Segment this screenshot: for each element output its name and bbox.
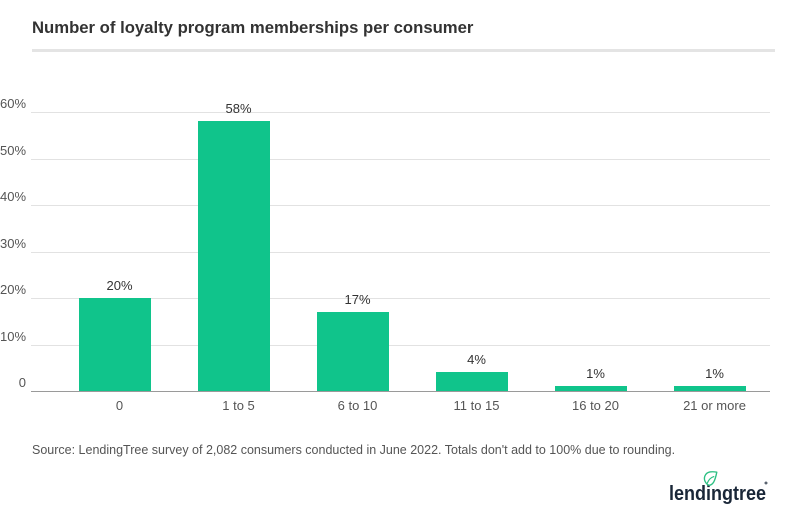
svg-text:lendingtree: lendingtree bbox=[669, 483, 766, 505]
